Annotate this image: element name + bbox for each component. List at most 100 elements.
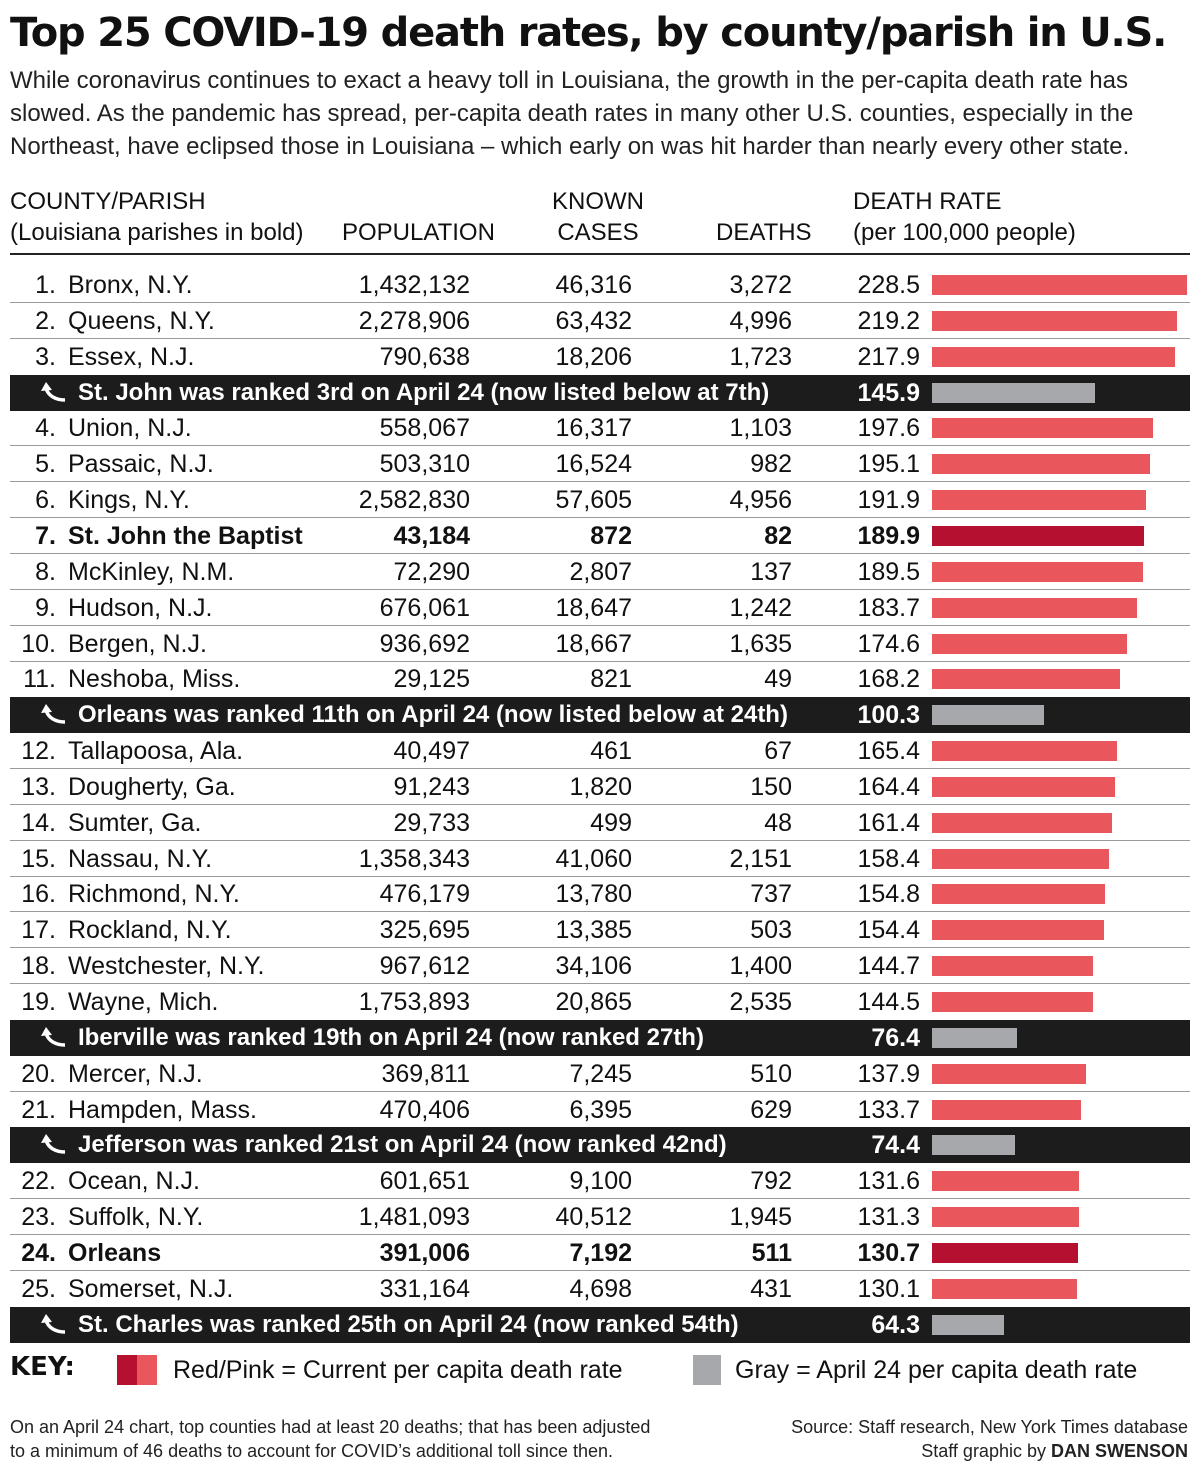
deaths-cell: 4,996 [729,306,792,335]
county-name-cell: Passaic, N.J. [68,450,214,479]
rank-cell: 14. [21,808,56,837]
rank-cell: 1. [35,271,56,299]
april24-rate: 145.9 [857,378,920,407]
table-row: 1. Bronx, N.Y. 1,432,132 46,316 3,272 228.5 [10,267,1190,303]
current-rate-bar [932,1171,1079,1192]
cases-cell: 4,698 [569,1274,632,1303]
rank-cell: 9. [35,593,56,622]
population-cell: 369,811 [381,1059,470,1088]
current-rate-bar [932,812,1113,833]
rank-cell: 8. [35,557,56,586]
note-text: St. Charles was ranked 25th on April 24 … [78,1310,739,1338]
cases-cell: 872 [590,521,632,550]
population-cell: 29,125 [393,665,470,694]
rank-cell: 25. [21,1274,56,1303]
cases-cell: 7,245 [569,1059,632,1088]
rank-cell: 13. [21,772,56,801]
deaths-cell: 67 [764,737,792,766]
population-cell: 936,692 [379,629,470,658]
table-row: 20. Mercer, N.J. 369,811 7,245 510 137.9 [10,1056,1190,1092]
table-row: 4. Union, N.J. 558,067 16,317 1,103 197.6 [10,410,1190,447]
county-name-cell: Sumter, Ga. [68,808,202,837]
curved-arrow-icon [41,1026,66,1047]
rank-cell: 11. [23,665,56,694]
death-rate-cell: 189.5 [857,557,920,586]
table-row: 9. Hudson, N.J. 676,061 18,647 1,242 183.7 [10,590,1190,626]
deaths-cell: 1,945 [729,1203,792,1232]
header-rate-line2: (per 100,000 people) [853,219,1076,246]
table-row: 8. McKinley, N.M. 72,290 2,807 137 189.5 [10,554,1190,590]
chart-title: Top 25 COVID-19 death rates, by county/p… [10,10,1167,56]
deaths-cell: 792 [750,1167,792,1196]
table-row: 14. Sumter, Ga. 29,733 499 48 161.4 [10,805,1190,841]
population-cell: 790,638 [379,342,470,371]
header-county: COUNTY/PARISH (Louisiana parishes in bol… [10,186,304,248]
cases-cell: 16,524 [555,450,632,479]
rank-cell: 18. [21,952,56,981]
header-county-line1: COUNTY/PARISH [10,188,206,215]
current-rate-bar [932,346,1176,367]
current-rate-bar [932,561,1144,582]
rank-cell: 15. [21,844,56,873]
death-rate-cell: 131.6 [857,1167,920,1196]
april24-rate-bar [932,382,1095,403]
deaths-cell: 150 [750,772,792,801]
credit-line: Staff graphic by DAN SWENSON [791,1439,1188,1463]
rank-cell: 17. [21,916,56,945]
table-row: 2. Queens, N.Y. 2,278,906 63,432 4,996 219.2 [10,303,1190,339]
table-row: 5. Passaic, N.J. 503,310 16,524 982 195.1 [10,446,1190,483]
population-cell: 331,164 [379,1274,470,1303]
rank-cell: 20. [21,1059,56,1088]
cases-cell: 9,100 [569,1167,632,1196]
key-swatch-current [137,1355,157,1385]
current-rate-bar [932,597,1137,618]
county-name-cell: Kings, N.Y. [68,486,190,515]
table-row: 18. Westchester, N.Y. 967,612 34,106 1,400 14… [10,948,1190,985]
deaths-cell: 982 [750,450,792,479]
april24-rate: 74.4 [871,1131,920,1160]
county-name-cell: Union, N.J. [68,414,192,443]
deaths-cell: 511 [751,1238,792,1267]
rank-cell: 12. [21,737,56,766]
april24-rate-bar [932,1027,1018,1048]
death-rate-cell: 164.4 [857,772,920,801]
footnote: On an April 24 chart, top counties had a… [10,1415,650,1463]
county-name-cell: Westchester, N.Y. [68,952,265,981]
rank-cell: 4. [35,414,56,443]
population-cell: 1,432,132 [358,271,470,299]
table-row: 19. Wayne, Mich. 1,753,893 20,865 2,535 144.5 [10,984,1190,1020]
cases-cell: 13,780 [555,880,632,909]
county-name-cell: Mercer, N.J. [68,1059,203,1088]
death-rate-cell: 189.9 [857,521,920,550]
source-text: Source: Staff research, New York Times d… [791,1417,1188,1437]
header-county-line2: (Louisiana parishes in bold) [10,219,304,246]
death-rate-cell: 154.4 [857,916,920,945]
population-cell: 91,243 [393,772,470,801]
county-name-cell: Neshoba, Miss. [68,665,241,694]
death-rate-cell: 133.7 [857,1095,920,1124]
population-cell: 476,179 [379,880,470,909]
cases-cell: 16,317 [555,414,632,443]
population-cell: 601,651 [379,1167,470,1196]
table-row: 10. Bergen, N.J. 936,692 18,667 1,635 174.6 [10,626,1190,662]
table-row: 22. Ocean, N.J. 601,651 9,100 792 131.6 [10,1163,1190,1200]
current-rate-bar [932,1207,1079,1228]
note-text: St. John was ranked 3rd on April 24 (now… [78,378,770,406]
county-name-cell: Bronx, N.Y. [68,271,193,299]
death-rate-cell: 168.2 [857,665,920,694]
deaths-cell: 629 [750,1095,792,1124]
county-name-cell: Wayne, Mich. [68,988,219,1016]
county-name-cell: Richmond, N.Y. [68,880,240,909]
death-rate-cell: 197.6 [857,414,920,443]
cases-cell: 18,647 [555,593,632,622]
curved-arrow-icon [41,381,66,402]
table-row: 25. Somerset, N.J. 331,164 4,698 431 130.1 [10,1271,1190,1307]
population-cell: 43,184 [393,521,470,550]
rank-cell: 5. [35,450,56,479]
cases-cell: 18,667 [555,629,632,658]
table-row: 12. Tallapoosa, Ala. 40,497 461 67 165.4 [10,733,1190,770]
april24-rate-bar [932,705,1044,726]
rank-cell: 24. [21,1238,56,1267]
header-population: POPULATION [342,219,495,246]
